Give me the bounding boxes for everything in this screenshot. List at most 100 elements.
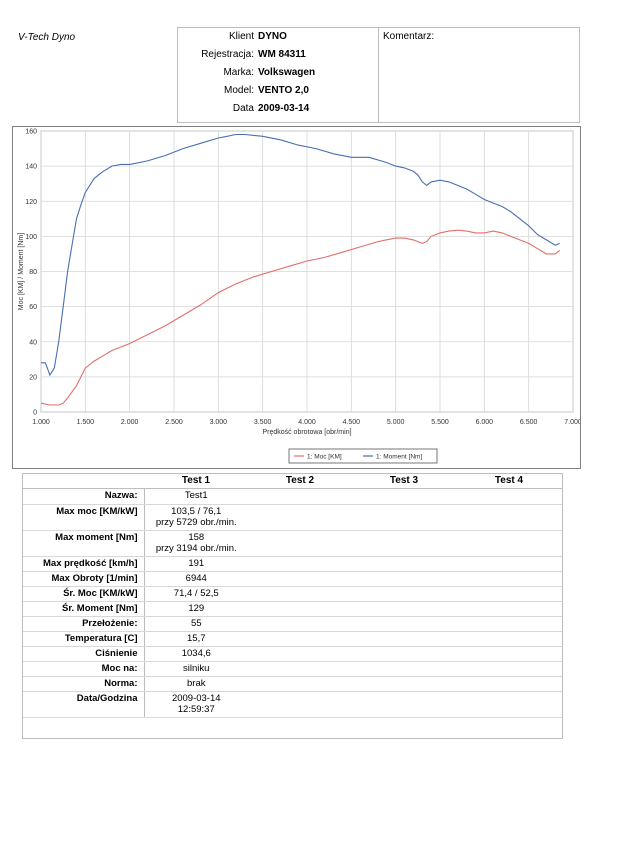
row-label: Nazwa: bbox=[23, 488, 144, 505]
make-value: Volkswagen bbox=[258, 67, 316, 78]
table-row: Norma: brak bbox=[23, 676, 562, 692]
header-test-3: Test 3 bbox=[352, 474, 456, 489]
legend-label-power: 1: Moc [KM] bbox=[307, 454, 342, 461]
test4-value-cell bbox=[456, 586, 562, 602]
x-tick-label: 2.000 bbox=[121, 419, 139, 426]
header-test-2: Test 2 bbox=[248, 474, 352, 489]
row-label: Śr. Moment [Nm] bbox=[23, 601, 144, 617]
x-tick-label: 1.500 bbox=[77, 419, 95, 426]
x-tick-label: 1.000 bbox=[32, 419, 50, 426]
y-tick-label: 40 bbox=[29, 339, 37, 346]
test1-value: 191 bbox=[188, 558, 205, 569]
test1-value-detail: przy 5729 obr./min. bbox=[155, 517, 237, 528]
test1-value: 6944 bbox=[185, 573, 207, 584]
test4-value-cell bbox=[456, 661, 562, 677]
table-row: Nazwa: Test1 bbox=[23, 488, 562, 505]
test2-value-cell bbox=[248, 530, 352, 557]
table-row: Data/Godzina 2009-03-14 12:59:37 bbox=[23, 691, 562, 718]
test2-value-cell bbox=[248, 601, 352, 617]
brand-name: V-Tech Dyno bbox=[18, 32, 76, 43]
test1-value: Test1 bbox=[184, 490, 208, 501]
client-info-box: Klient DYNO Rejestracja: WM 84311 Marka:… bbox=[177, 27, 379, 123]
test3-value-cell bbox=[352, 646, 456, 662]
test1-value-cell: 103,5 / 76,1 przy 5729 obr./min. bbox=[143, 504, 248, 531]
test3-value-cell bbox=[352, 530, 456, 557]
table-row: Max moment [Nm] 158 przy 3194 obr./min. bbox=[23, 530, 562, 557]
results-table: Test 1 Test 2 Test 3 Test 4 Nazwa: Test1 M… bbox=[23, 474, 562, 718]
test2-value-cell bbox=[248, 571, 352, 587]
test2-value-cell bbox=[248, 504, 352, 531]
test4-value-cell bbox=[456, 691, 562, 718]
test3-value-cell bbox=[352, 571, 456, 587]
test4-value-cell bbox=[456, 556, 562, 572]
header-blank bbox=[23, 474, 144, 489]
row-label: Max Obroty [1/min] bbox=[23, 571, 144, 587]
comment-box: Komentarz: bbox=[378, 27, 580, 123]
table-row: Max prędkość [km/h] 191 bbox=[23, 556, 562, 572]
test3-value-cell bbox=[352, 504, 456, 531]
test1-value-cell: 129 bbox=[143, 601, 248, 617]
test4-value-cell bbox=[456, 530, 562, 557]
table-row: Moc na: silniku bbox=[23, 661, 562, 677]
test2-value-cell bbox=[248, 586, 352, 602]
table-row: Przełożenie: 55 bbox=[23, 616, 562, 632]
test1-value-cell: silniku bbox=[143, 661, 248, 677]
test1-value: silniku bbox=[183, 663, 210, 674]
test3-value-cell bbox=[352, 586, 456, 602]
y-tick-label: 20 bbox=[29, 374, 37, 381]
row-label: Max moc [KM/kW] bbox=[23, 504, 144, 531]
test3-value-cell bbox=[352, 631, 456, 647]
test1-value: 2009-03-14 bbox=[171, 693, 221, 704]
y-tick-label: 160 bbox=[25, 129, 37, 136]
test1-value-detail: 12:59:37 bbox=[177, 704, 215, 715]
test3-value-cell bbox=[352, 691, 456, 718]
client-value: DYNO bbox=[258, 31, 287, 42]
test2-value-cell bbox=[248, 631, 352, 647]
test4-value-cell bbox=[456, 631, 562, 647]
test2-value-cell bbox=[248, 676, 352, 692]
model-label: Model: bbox=[223, 85, 254, 96]
test1-value: 71,4 / 52,5 bbox=[173, 588, 219, 599]
test1-value-detail: przy 3194 obr./min. bbox=[155, 543, 237, 554]
test4-value-cell bbox=[456, 646, 562, 662]
test1-value-cell: 71,4 / 52,5 bbox=[143, 586, 248, 602]
table-header-row: Test 1 Test 2 Test 3 Test 4 bbox=[23, 474, 562, 489]
row-label: Temperatura [C] bbox=[23, 631, 144, 647]
test4-value-cell bbox=[456, 676, 562, 692]
x-tick-label: 5.000 bbox=[387, 419, 405, 426]
header-test-4: Test 4 bbox=[456, 474, 562, 489]
row-label: Przełożenie: bbox=[23, 616, 144, 632]
test1-value-cell: 158 przy 3194 obr./min. bbox=[143, 530, 248, 557]
x-tick-label: 2.500 bbox=[165, 419, 183, 426]
row-label: Data/Godzina bbox=[23, 691, 144, 718]
make-label: Marka: bbox=[223, 67, 254, 78]
test1-value-cell: 6944 bbox=[143, 571, 248, 587]
legend-label-torque: 1: Moment [Nm] bbox=[376, 454, 422, 461]
test1-value: 55 bbox=[190, 618, 202, 629]
test1-value-cell: Test1 bbox=[143, 488, 248, 505]
test4-value-cell bbox=[456, 616, 562, 632]
x-tick-label: 6.500 bbox=[520, 419, 538, 426]
x-tick-label: 5.500 bbox=[431, 419, 449, 426]
table-body: Nazwa: Test1 Max moc [KM/kW] 103,5 / 76,1 pr… bbox=[23, 488, 562, 718]
x-tick-label: 4.000 bbox=[298, 419, 316, 426]
test3-value-cell bbox=[352, 616, 456, 632]
test2-value-cell bbox=[248, 691, 352, 718]
x-axis-title: Prędkość obrotowa [obr/min] bbox=[262, 429, 351, 436]
row-label: Max moment [Nm] bbox=[23, 530, 144, 557]
y-tick-label: 100 bbox=[25, 234, 37, 241]
x-tick-label: 3.500 bbox=[254, 419, 272, 426]
date-value: 2009-03-14 bbox=[258, 103, 310, 114]
row-label: Norma: bbox=[23, 676, 144, 692]
test1-value-cell: 55 bbox=[143, 616, 248, 632]
row-label: Moc na: bbox=[23, 661, 144, 677]
table-row: Ciśnienie 1034,6 bbox=[23, 646, 562, 662]
power-curve bbox=[40, 229, 561, 406]
y-tick-label: 80 bbox=[29, 269, 37, 276]
dyno-chart: 1.000 1.500 2.000 2.500 3.000 3.500 4.000 4.500… bbox=[18, 129, 582, 464]
test3-value-cell bbox=[352, 676, 456, 692]
x-tick-label: 4.500 bbox=[343, 419, 361, 426]
y-tick-label: 0 bbox=[33, 410, 37, 417]
table-row: Temperatura [C] 15,7 bbox=[23, 631, 562, 647]
test2-value-cell bbox=[248, 616, 352, 632]
